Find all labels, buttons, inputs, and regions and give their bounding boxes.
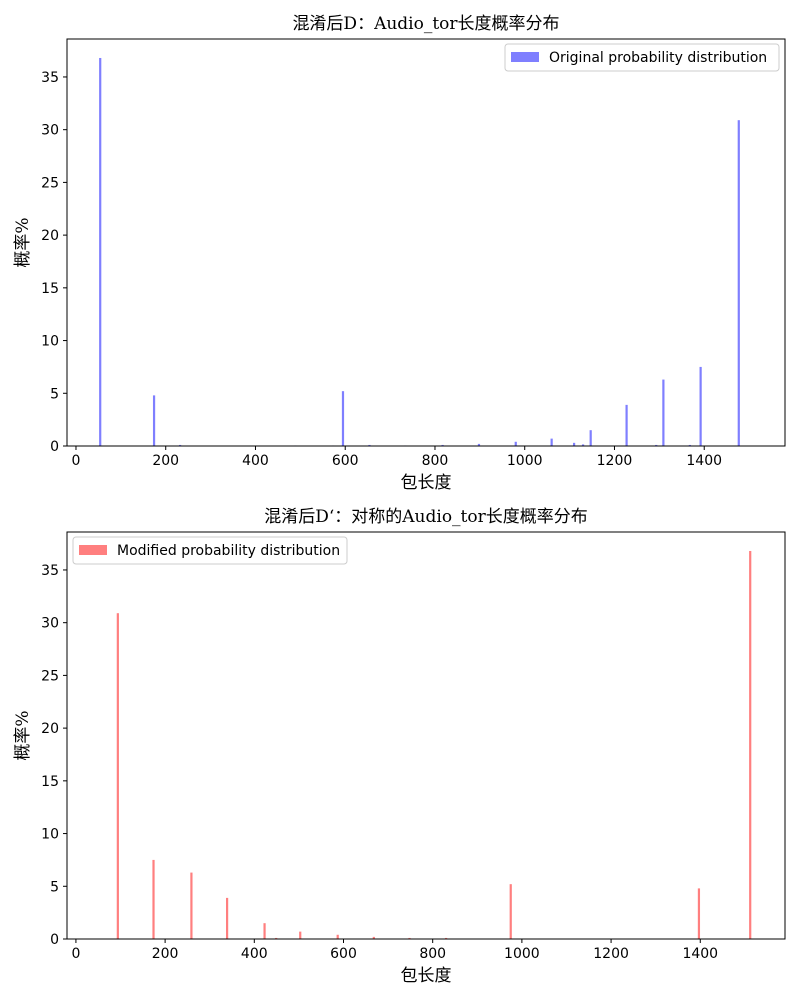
legend-box <box>504 43 780 72</box>
x-tick-label: 0 <box>72 453 81 469</box>
x-tick-label: 600 <box>332 453 359 469</box>
x-tick-label: 1400 <box>686 453 722 469</box>
y-tick-label: 10 <box>41 827 59 843</box>
bar-mark <box>444 937 448 939</box>
x-tick-label: 600 <box>330 946 357 962</box>
x-tick-label: 200 <box>152 453 179 469</box>
y-tick-label: 25 <box>41 668 59 684</box>
bar-mark <box>625 404 628 446</box>
bar-mark <box>152 395 156 446</box>
x-tick-label: 1200 <box>593 946 629 962</box>
y-tick-label: 25 <box>41 175 59 191</box>
bar-mark <box>699 366 702 446</box>
bar-mark <box>178 444 182 446</box>
y-tick-label: 15 <box>41 774 59 790</box>
y-tick-label: 35 <box>41 563 59 579</box>
y-axis-label: 概率% <box>13 710 33 760</box>
bar-mark <box>190 872 193 939</box>
chart-title: 混淆后D‘：对称的Audio_tor长度概率分布 <box>264 507 588 527</box>
x-tick-label: 800 <box>422 453 449 469</box>
bar-mark <box>99 57 102 446</box>
x-axis-label: 包长度 <box>401 473 452 493</box>
y-tick-label: 5 <box>50 879 59 895</box>
plot-frame <box>66 38 786 447</box>
legend-label: Original probability distribution <box>549 50 767 66</box>
bar-mark <box>572 442 576 446</box>
bar-mark <box>408 937 411 939</box>
y-tick-label: 35 <box>41 70 59 86</box>
x-tick-label: 400 <box>241 946 268 962</box>
bar-mark <box>581 444 585 446</box>
bar-mark <box>263 923 266 939</box>
bar-mark <box>372 936 375 939</box>
y-tick-label: 15 <box>41 281 59 297</box>
bar-mark <box>441 444 444 446</box>
bar-mark <box>550 438 553 446</box>
legend-swatch <box>79 545 107 555</box>
x-tick-label: 200 <box>152 946 179 962</box>
bar-mark <box>514 441 517 446</box>
legend-label: Modified probability distribution <box>117 543 340 559</box>
legend-swatch <box>511 52 539 62</box>
y-tick-label: 5 <box>50 386 59 402</box>
bar-mark <box>688 444 691 446</box>
legend-box <box>72 536 348 565</box>
x-tick-label: 1400 <box>682 946 718 962</box>
bar-mark <box>152 859 155 939</box>
bar-mark <box>275 937 278 939</box>
x-tick-label: 1000 <box>504 946 540 962</box>
y-tick-label: 20 <box>41 721 59 737</box>
chart-modified-distribution: 0 200 400 600 800 1000 1200 1400 0 5 10 15 20 25 30 35 混… <box>13 507 786 986</box>
x-tick-label: 1200 <box>597 453 633 469</box>
y-axis-label: 概率% <box>13 217 33 267</box>
bar-mark <box>341 391 345 446</box>
y-tick-label: 30 <box>41 616 59 632</box>
bar-mark <box>336 934 339 939</box>
x-tick-label: 1000 <box>507 453 543 469</box>
bar-mark <box>226 897 229 939</box>
bar-mark <box>299 931 302 939</box>
bar-mark <box>509 884 512 939</box>
y-tick-label: 0 <box>50 932 59 948</box>
plot-frame <box>66 531 786 940</box>
x-tick-label: 800 <box>419 946 446 962</box>
y-tick-label: 10 <box>41 334 59 350</box>
x-tick-label: 0 <box>71 946 80 962</box>
bar-mark <box>477 443 481 446</box>
y-tick-label: 20 <box>41 228 59 244</box>
bar-mark <box>737 120 740 446</box>
bar-mark <box>655 444 658 446</box>
bar-mark <box>697 888 701 939</box>
bar-mark <box>589 430 592 446</box>
x-tick-label: 400 <box>242 453 269 469</box>
bar-mark <box>662 379 665 446</box>
bar-mark <box>368 444 371 446</box>
bar-mark <box>749 550 752 939</box>
chart-original-distribution: 0 200 400 600 800 1000 1200 1400 0 5 10 15 20 25 30 35 混… <box>13 14 786 493</box>
x-axis-label: 包长度 <box>401 966 452 986</box>
y-tick-label: 0 <box>50 439 59 455</box>
y-tick-label: 30 <box>41 123 59 139</box>
chart-title: 混淆后D：Audio_tor长度概率分布 <box>292 14 559 34</box>
bar-mark <box>116 613 119 939</box>
